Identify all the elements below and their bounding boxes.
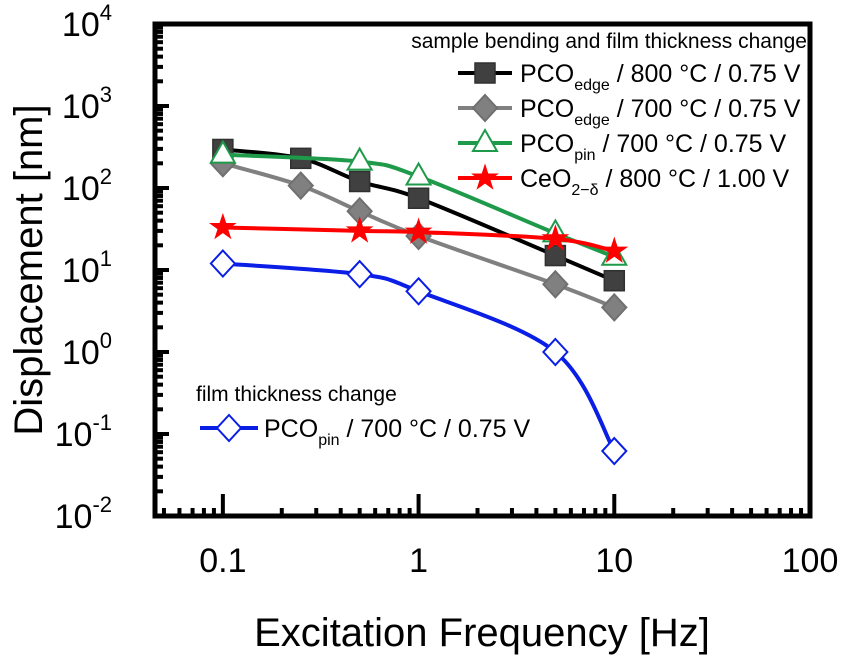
legend-label-rest: / 700 °C / 0.75 V xyxy=(596,130,787,158)
legend-label: PCOpin / 700 °C / 0.75 V xyxy=(520,130,787,164)
star-marker xyxy=(404,217,433,244)
legend-label-rest: / 700 °C / 0.75 V xyxy=(610,95,801,123)
series-4 xyxy=(209,249,628,466)
legend-label: CeO2−δ / 800 °C / 1.00 V xyxy=(520,165,790,199)
legend-label-main: PCO xyxy=(520,60,574,88)
y-tick-exponent: 2 xyxy=(100,164,112,189)
y-tick-base: 10 xyxy=(55,416,93,454)
y-tick-label: 103 xyxy=(62,82,112,126)
diamond-marker xyxy=(209,249,237,278)
legend-label-main: PCO xyxy=(264,415,318,443)
y-tick-base: 10 xyxy=(62,170,100,208)
triangle-marker xyxy=(471,127,499,152)
square-marker xyxy=(544,244,567,267)
legend-label-subscript: edge xyxy=(574,112,610,129)
x-tick-label: 1 xyxy=(409,542,428,580)
x-axis-label: Excitation Frequency [Hz] xyxy=(254,611,710,655)
star-marker xyxy=(600,236,629,263)
legend-label-rest: / 800 °C / 0.75 V xyxy=(610,60,801,88)
series-layer xyxy=(208,138,629,466)
series-3 xyxy=(208,212,629,263)
triangle-marker xyxy=(404,161,433,186)
y-tick-exponent: 3 xyxy=(100,82,112,107)
y-tick-exponent: -1 xyxy=(92,410,112,435)
legend-entry: PCOedge / 800 °C / 0.75 V xyxy=(458,60,801,94)
diamond-marker xyxy=(346,259,374,289)
square-marker xyxy=(348,170,371,193)
square-marker xyxy=(407,187,430,209)
legend-label-subscript: pin xyxy=(574,147,595,164)
y-tick-label: 104 xyxy=(62,0,112,44)
legend-entry: PCOpin / 700 °C / 0.75 V xyxy=(458,127,787,164)
legend-label-subscript: edge xyxy=(574,77,610,94)
y-tick-base: 10 xyxy=(62,6,100,44)
series-0 xyxy=(212,138,626,292)
legend-label: PCOedge / 800 °C / 0.75 V xyxy=(520,60,801,94)
legend-title-bending: sample bending and film thickness change xyxy=(411,30,807,53)
legend-title-film: film thickness change xyxy=(196,383,397,406)
legend-label-main: PCO xyxy=(520,130,574,158)
y-tick-exponent: 4 xyxy=(100,0,112,25)
y-tick-exponent: -2 xyxy=(92,492,112,517)
y-axis-label: Displacement [nm] xyxy=(7,104,51,435)
legend-entry: PCOedge / 700 °C / 0.75 V xyxy=(458,93,801,129)
y-tick-label: 102 xyxy=(62,164,112,208)
diamond-marker xyxy=(471,93,499,123)
legend-label-rest: / 800 °C / 1.00 V xyxy=(599,165,790,193)
y-tick-base: 10 xyxy=(55,498,93,536)
legend-label-main: PCO xyxy=(520,95,574,123)
legend-entry: CeO2−δ / 800 °C / 1.00 V xyxy=(458,163,790,199)
y-tick-label: 10-1 xyxy=(55,410,112,454)
square-marker xyxy=(603,269,626,292)
diamond-marker xyxy=(287,171,315,201)
legend-label-rest: / 700 °C / 0.75 V xyxy=(340,415,531,443)
star-marker xyxy=(345,216,374,243)
y-tick-exponent: 1 xyxy=(100,246,112,271)
y-tick-label: 101 xyxy=(62,246,112,290)
diamond-marker xyxy=(405,276,432,306)
triangle-marker xyxy=(345,146,374,171)
diamond-marker xyxy=(215,413,243,443)
diamond-marker xyxy=(542,337,569,367)
y-tick-label: 100 xyxy=(62,328,112,372)
legend-label: PCOpin / 700 °C / 0.75 V xyxy=(264,415,531,449)
legend-label: PCOedge / 700 °C / 0.75 V xyxy=(520,95,801,129)
legend-entry: PCOpin / 700 °C / 0.75 V xyxy=(200,413,531,449)
star-marker xyxy=(208,212,237,240)
legend-label-main: CeO xyxy=(520,165,571,193)
triangle-marker xyxy=(209,139,237,164)
x-tick-label: 10 xyxy=(595,542,633,580)
x-tick-label: 100 xyxy=(782,542,839,580)
y-tick-base: 10 xyxy=(62,252,100,290)
x-tick-label: 0.1 xyxy=(199,542,246,580)
y-tick-base: 10 xyxy=(62,88,100,126)
diamond-marker xyxy=(600,436,628,466)
y-tick-base: 10 xyxy=(62,334,100,372)
square-marker xyxy=(474,62,496,84)
legend-label-subscript: pin xyxy=(318,432,339,449)
y-tick-label: 10-2 xyxy=(55,492,112,536)
legend: sample bending and film thickness change… xyxy=(196,30,807,449)
star-marker xyxy=(541,224,570,251)
diamond-marker xyxy=(542,269,569,299)
legend-label-subscript: 2−δ xyxy=(571,182,598,199)
diamond-marker xyxy=(600,292,628,322)
y-tick-exponent: 0 xyxy=(100,328,112,353)
star-marker xyxy=(471,163,499,190)
